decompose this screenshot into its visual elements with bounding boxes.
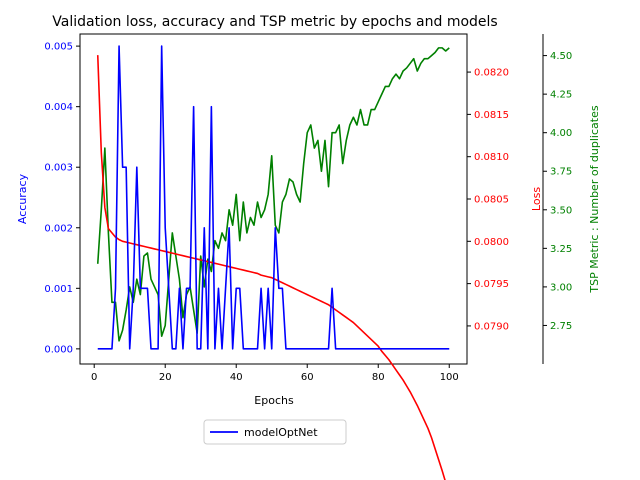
loss-tick-label: 0.0815 [474, 110, 509, 121]
loss-tick-label: 0.0795 [474, 279, 509, 290]
tsp-tick-label: 3.25 [550, 244, 572, 255]
accuracy-tick-label: 0.000 [44, 344, 73, 355]
series-layer [96, 45, 450, 480]
tsp-tick-label: 4.25 [550, 90, 572, 101]
accuracy-tick-label: 0.005 [44, 42, 73, 53]
legend-label-modelOptNet: modelOptNet [244, 426, 318, 439]
legend-box [203, 419, 347, 445]
loss-tick-label: 0.0790 [474, 321, 509, 332]
x-axis-label: Epochs [254, 394, 294, 407]
tsp-tick-label: 3.75 [550, 167, 572, 178]
tsp-tick-label: 3.00 [550, 282, 572, 293]
loss-axis-label: Loss [530, 187, 543, 211]
tsp-tick-label: 2.75 [550, 321, 572, 332]
loss-tick-label: 0.0820 [474, 68, 509, 79]
axes-layer: 0 20 40 60 80 100 0.000 0.001 0.002 0.003 0.004 0.0… [44, 34, 572, 383]
accuracy-tick-label: 0.002 [44, 223, 73, 234]
tsp-axis-label: TSP Metric : Number of duplicates [588, 105, 601, 293]
x-tick-label: 100 [440, 372, 459, 383]
x-tick-label: 60 [301, 372, 314, 383]
chart-title: Validation loss, accuracy and TSP metric… [52, 14, 497, 30]
loss-tick-label: 0.0805 [474, 195, 509, 206]
accuracy-tick-label: 0.001 [44, 284, 73, 295]
loss-tick-label: 0.0800 [474, 237, 509, 248]
x-tick-label: 80 [372, 372, 385, 383]
tsp-tick-label: 4.50 [550, 51, 572, 62]
accuracy-series-line [97, 45, 450, 350]
x-tick-label: 40 [230, 372, 243, 383]
loss-tick-label: 0.0810 [474, 152, 509, 163]
x-tick-label: 20 [159, 372, 172, 383]
tsp-tick-label: 3.50 [550, 205, 572, 216]
accuracy-tick-label: 0.003 [44, 163, 73, 174]
legend: modelOptNet [203, 419, 347, 445]
accuracy-axis-label: Accuracy [16, 173, 29, 224]
tsp-tick-label: 4.00 [550, 128, 572, 139]
tsp-series-line [96, 47, 450, 342]
accuracy-tick-label: 0.004 [44, 102, 73, 113]
x-tick-label: 0 [91, 372, 97, 383]
